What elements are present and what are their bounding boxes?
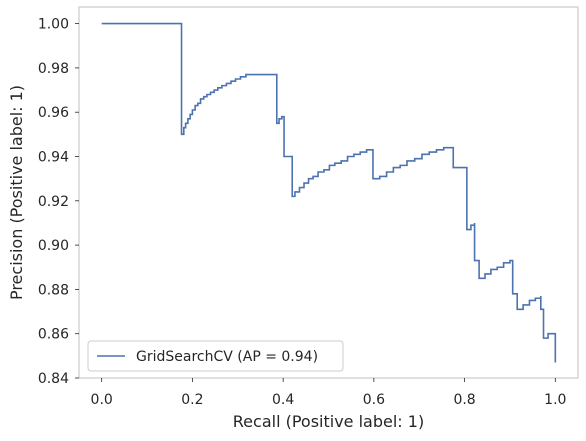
y-tick-label: 0.86 bbox=[38, 327, 69, 343]
legend: GridSearchCV (AP = 0.94) bbox=[87, 340, 344, 372]
legend-box bbox=[87, 340, 344, 372]
y-tick-label: 0.94 bbox=[38, 150, 69, 166]
x-tick-label: 0.6 bbox=[363, 392, 385, 408]
y-axis-label: Precision (Positive label: 1) bbox=[7, 85, 26, 300]
y-tick-label: 0.84 bbox=[38, 371, 69, 387]
series-line-gridsearchcv bbox=[101, 22, 557, 363]
y-tick-label: 0.92 bbox=[38, 194, 69, 210]
plot-area-frame bbox=[78, 6, 579, 379]
x-axis-label: Recall (Positive label: 1) bbox=[233, 412, 424, 431]
legend-entry-label: GridSearchCV (AP = 0.94) bbox=[136, 349, 318, 365]
y-tick-label: 0.96 bbox=[38, 105, 69, 121]
x-tick-label: 1.0 bbox=[544, 392, 566, 408]
x-tick-label: 0.2 bbox=[181, 392, 203, 408]
y-axis-ticks: 0.84 0.86 0.88 0.90 0.92 0.94 0.96 0.98 1.00 bbox=[38, 17, 79, 387]
x-axis-ticks: 0.0 0.2 0.4 0.6 0.8 1.0 bbox=[91, 378, 566, 408]
y-tick-label: 0.98 bbox=[38, 61, 69, 77]
y-tick-label: 0.88 bbox=[38, 282, 69, 298]
series-layer bbox=[101, 22, 557, 363]
y-tick-label: 0.90 bbox=[38, 238, 69, 254]
x-tick-label: 0.8 bbox=[453, 392, 475, 408]
x-tick-label: 0.4 bbox=[272, 392, 294, 408]
y-tick-label: 1.00 bbox=[38, 17, 69, 33]
x-tick-label: 0.0 bbox=[91, 392, 113, 408]
